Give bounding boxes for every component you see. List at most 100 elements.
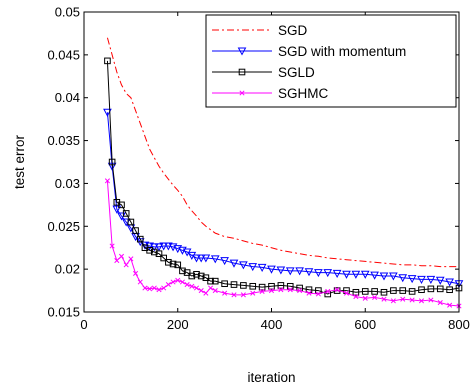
data-point-sghmc xyxy=(250,290,256,296)
data-point-sgd-with-momentum xyxy=(267,265,276,274)
series-sgd-with-momentum xyxy=(103,108,464,289)
data-point-sgld xyxy=(418,286,425,294)
y-tick-label: 0.03 xyxy=(55,176,80,191)
data-point-sghmc xyxy=(390,298,396,304)
data-point-sgd-with-momentum xyxy=(407,275,417,284)
data-point-sghmc xyxy=(400,296,406,302)
data-point-sgld xyxy=(160,254,167,262)
data-point-sgld xyxy=(249,282,257,290)
data-point-sgld xyxy=(207,277,214,285)
data-point-sgd-with-momentum xyxy=(398,274,408,283)
data-point-sgd-with-momentum xyxy=(210,255,220,264)
data-point-sgd-with-momentum xyxy=(164,242,173,251)
legend-marker-sghmc xyxy=(239,90,245,96)
legend-marker-sgd-with-momentum xyxy=(237,47,247,56)
data-point-sgd-with-momentum xyxy=(314,269,323,278)
data-point-sgd-with-momentum xyxy=(379,272,389,281)
series-line-sgd-with-momentum xyxy=(106,112,460,285)
data-point-sghmc xyxy=(297,288,303,294)
data-point-sghmc xyxy=(222,290,228,296)
data-point-sgd-with-momentum xyxy=(342,270,351,279)
data-point-sghmc xyxy=(133,270,139,276)
data-point-sgd-with-momentum xyxy=(323,269,333,278)
data-point-sgld xyxy=(183,269,191,276)
data-point-sghmc xyxy=(114,258,120,264)
data-point-sgld xyxy=(188,272,196,280)
data-point-sghmc xyxy=(306,290,312,296)
data-point-sgld xyxy=(132,227,139,234)
x-tick-label: 800 xyxy=(448,317,470,332)
data-point-sghmc xyxy=(287,287,293,293)
data-point-sghmc xyxy=(353,294,359,300)
data-point-sgd-with-momentum xyxy=(417,275,426,284)
data-point-sgd-with-momentum xyxy=(332,269,342,278)
legend-label-sgld: SGLD xyxy=(278,65,315,80)
data-point-sgd-with-momentum xyxy=(285,267,295,276)
series-layer xyxy=(103,37,464,309)
data-point-sghmc xyxy=(137,279,143,285)
data-point-sgld xyxy=(268,282,275,290)
data-point-sgld xyxy=(118,201,125,209)
data-point-sgd-with-momentum xyxy=(370,271,379,280)
data-point-sghmc xyxy=(259,288,265,294)
data-point-sgd-with-momentum xyxy=(426,275,436,284)
y-tick-label: 0.045 xyxy=(47,47,80,62)
data-point-sgd-with-momentum xyxy=(196,254,206,263)
data-point-sghmc xyxy=(268,288,275,294)
data-point-sgld xyxy=(427,285,435,293)
data-point-sgd-with-momentum xyxy=(248,263,258,272)
data-point-sghmc xyxy=(109,243,115,249)
legend: SGD SGD with momentum SGLD SGHMC xyxy=(205,14,457,108)
series-line-sgld xyxy=(106,60,460,295)
data-point-sghmc xyxy=(128,256,134,262)
data-point-sghmc xyxy=(315,291,321,297)
axis-layer: 0 200 400 600 800 0.015 0.02 0.025 0.03 0.035 0.04… xyxy=(47,5,469,333)
data-point-sghmc xyxy=(325,288,331,294)
data-point-sgd-with-momentum xyxy=(103,108,112,117)
data-point-sgld xyxy=(361,288,369,295)
data-point-sghmc xyxy=(409,297,415,303)
data-point-sgd-with-momentum xyxy=(295,267,304,276)
legend-label-sgd-with-momentum: SGD with momentum xyxy=(278,44,406,59)
x-axis-label: iteration xyxy=(247,370,295,385)
data-point-sgld xyxy=(197,272,205,280)
legend-item-sgd: SGD xyxy=(212,23,308,38)
data-point-sghmc xyxy=(278,287,284,293)
y-tick-label: 0.025 xyxy=(47,219,80,234)
data-point-sgd-with-momentum xyxy=(276,266,286,275)
data-point-sgld xyxy=(202,274,210,282)
data-point-sghmc xyxy=(161,285,167,291)
legend-item-sgld: SGLD xyxy=(212,65,315,80)
y-tick-label: 0.05 xyxy=(55,5,80,20)
x-tick-label: 200 xyxy=(167,317,189,332)
data-point-sgd-with-momentum xyxy=(220,257,229,266)
data-point-sgld xyxy=(371,288,378,295)
data-point-sgld xyxy=(380,288,388,296)
data-point-sghmc xyxy=(175,277,181,283)
y-tick-label: 0.02 xyxy=(55,262,80,277)
data-point-sgld xyxy=(221,280,228,288)
data-point-sgld xyxy=(155,250,163,258)
data-point-sgd-with-momentum xyxy=(192,254,201,263)
data-point-sgld xyxy=(174,261,182,269)
data-point-sgd-with-momentum xyxy=(445,278,454,287)
data-point-sghmc xyxy=(428,297,434,303)
data-point-sghmc xyxy=(179,279,185,285)
data-point-sghmc xyxy=(437,300,443,306)
data-point-sghmc xyxy=(193,285,200,291)
data-point-sgld xyxy=(179,267,186,275)
data-point-sgld xyxy=(108,158,116,166)
data-point-sghmc xyxy=(151,285,157,291)
data-point-sgd-with-momentum xyxy=(239,261,248,270)
data-point-sgld xyxy=(165,258,172,266)
data-point-sghmc xyxy=(447,302,453,308)
x-tick-label: 0 xyxy=(80,317,87,332)
data-point-sgld xyxy=(240,282,247,289)
data-point-sgd-with-momentum xyxy=(435,276,445,285)
series-sghmc xyxy=(104,178,462,309)
data-point-sgld xyxy=(122,210,130,217)
data-point-sgd-with-momentum xyxy=(112,205,122,214)
y-tick-label: 0.015 xyxy=(47,305,80,320)
data-point-sghmc xyxy=(189,283,195,289)
